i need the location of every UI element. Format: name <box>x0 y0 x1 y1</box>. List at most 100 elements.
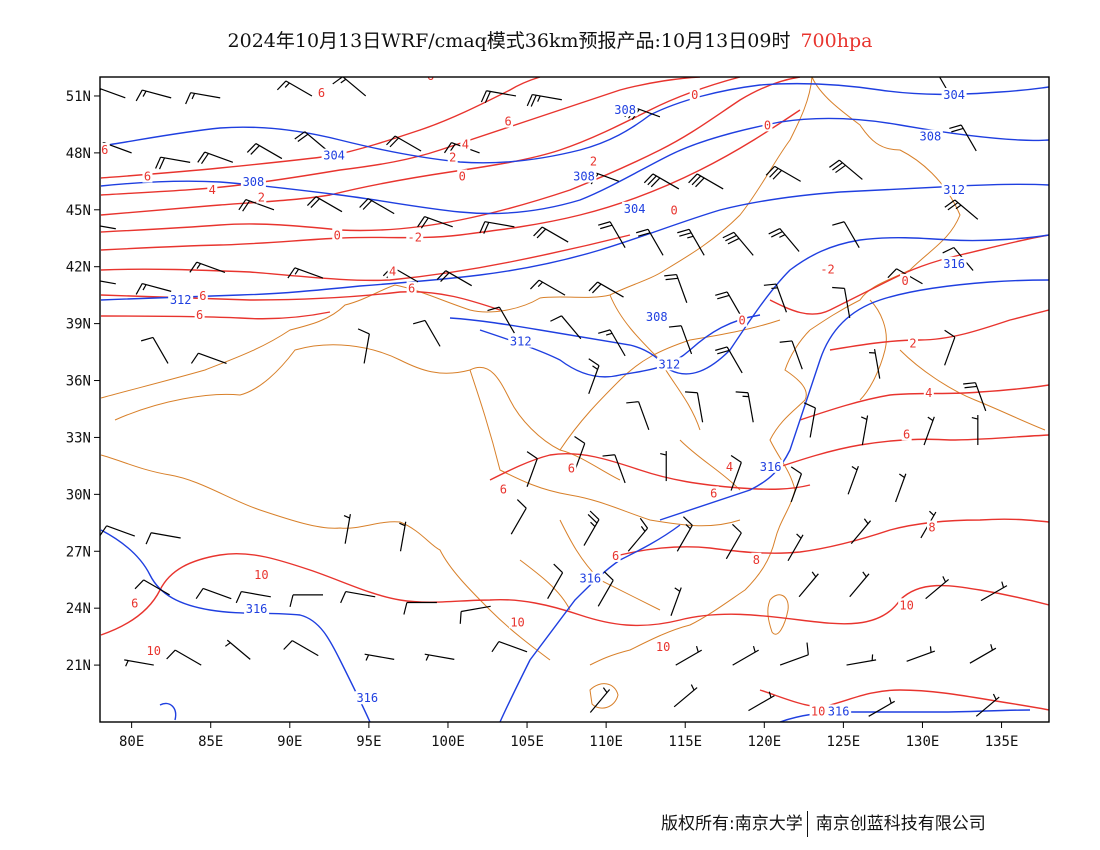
wind-barb <box>715 346 743 374</box>
temp-label-bg <box>669 203 680 217</box>
company-text: 南京创蓝科技有限公司 <box>815 814 986 834</box>
height-label-bg <box>244 602 270 616</box>
wind-barb <box>660 451 667 482</box>
wind-barbs <box>100 77 1008 717</box>
temp-contour-label: -2 <box>820 263 834 277</box>
y-tick-label: 48N <box>66 146 91 162</box>
height-contour-316-south <box>100 529 371 722</box>
wind-barb <box>145 532 181 545</box>
copyright-text: 版权所有:南京大学 <box>661 814 803 834</box>
temp-contour-label: 10 <box>254 568 268 582</box>
wind-barb <box>364 653 395 661</box>
hainan-outline <box>589 683 619 709</box>
wind-barb <box>598 329 626 357</box>
temp-contour-6-mid2 <box>100 311 331 320</box>
temp-contour-0-north <box>100 77 801 233</box>
temp-contour-label: 4 <box>389 264 396 278</box>
temp-label-bg <box>207 182 218 196</box>
temp-contour-label: 0 <box>764 118 771 132</box>
x-tick-label: 110E <box>589 734 623 750</box>
wind-barb <box>306 196 343 213</box>
wind-barb <box>768 228 800 252</box>
china-border <box>100 77 961 399</box>
wind-barb <box>100 525 136 537</box>
y-tick-label: 36N <box>66 374 91 390</box>
y-axis: 51N 48N 45N 42N 39N 36N 33N 30N 27N 24N 21N <box>66 89 100 674</box>
temp-contour-label: 2 <box>449 151 456 165</box>
temp-contour-0-east <box>769 234 1049 315</box>
height-contour-label: 308 <box>646 310 668 324</box>
height-contour-308-center <box>449 234 1049 375</box>
temp-contour-label: 0 <box>334 228 341 242</box>
temp-contour-10-south <box>100 552 1049 636</box>
temp-contour-label: 6 <box>144 170 151 184</box>
height-label-bg <box>354 691 380 705</box>
height-contour-label: 316 <box>760 460 782 474</box>
temp-contour-label: 0 <box>459 170 466 184</box>
temp-contour-label: 10 <box>147 644 161 658</box>
wind-barb <box>748 691 775 712</box>
temp-contour-label: 2 <box>590 154 597 168</box>
wind-barb <box>906 646 936 662</box>
wind-barb <box>847 465 859 495</box>
temp-contour-label: 6 <box>408 281 415 295</box>
wind-barb <box>479 221 515 234</box>
temp-label-bg <box>194 308 205 322</box>
height-contour-304 <box>100 82 1049 164</box>
wind-barb <box>969 644 997 664</box>
x-tick-label: 90E <box>277 734 302 750</box>
temp-label-bg <box>751 552 762 566</box>
wind-barb <box>238 198 275 212</box>
temp-contour-label: 4 <box>925 386 932 400</box>
wind-barb <box>357 328 370 364</box>
wind-barb <box>944 329 956 366</box>
temp-label-bg <box>100 142 110 156</box>
wind-barb <box>636 228 664 256</box>
wind-barb <box>849 571 870 598</box>
temp-contour-2-north <box>100 77 741 216</box>
temp-contour-label: 6 <box>504 115 511 129</box>
wind-barb <box>436 270 472 287</box>
wind-barb <box>135 283 172 295</box>
wind-barb <box>526 451 538 487</box>
x-tick-label: 120E <box>747 734 781 750</box>
wind-barb <box>850 518 872 545</box>
temp-contour-4-north <box>100 77 701 196</box>
temp-contour-8-south <box>619 518 1049 556</box>
temp-contour-label: 6 <box>427 69 434 83</box>
temp-contour-label: 6 <box>500 483 507 497</box>
wind-barb <box>715 291 743 319</box>
temp-label-bg <box>819 262 837 276</box>
temp-contour-label: 0 <box>901 274 908 288</box>
temp-contour-6-north <box>100 77 541 179</box>
y-tick-label: 27N <box>66 544 91 560</box>
temp-label-bg <box>406 281 417 295</box>
temp-contour-label: 10 <box>510 615 524 629</box>
temp-label-bg <box>926 520 937 534</box>
temp-label-bg <box>332 228 343 242</box>
footer: 版权所有:南京大学 南京创蓝科技有限公司 <box>661 809 986 837</box>
wind-barb <box>491 640 528 653</box>
title-text: 2024年10月13日WRF/cmaq模式36km预报产品:10月13日09时 <box>227 30 791 52</box>
temp-label-bg <box>406 230 424 244</box>
wind-barb <box>643 173 680 190</box>
temp-contour-label: 4 <box>462 137 469 151</box>
wind-barb <box>235 590 271 604</box>
height-contour-label: 304 <box>624 202 646 216</box>
wind-barb <box>287 267 324 279</box>
wind-barb <box>860 415 869 446</box>
temp-label-bg <box>907 336 918 350</box>
temp-contour-label: 6 <box>199 289 206 303</box>
wind-barb <box>668 325 693 355</box>
chart-title: 2024年10月13日WRF/cmaq模式36km预报产品:10月13日09时 7… <box>0 26 1100 53</box>
temp-label-bg <box>197 289 208 303</box>
height-label-bg <box>577 571 603 585</box>
wind-barb <box>190 352 227 365</box>
temp-contour-label: 6 <box>568 462 575 476</box>
temp-contour-label: 6 <box>131 596 138 610</box>
wind-barb <box>975 693 1000 717</box>
height-label-bg <box>941 182 967 196</box>
wind-barb <box>944 199 979 220</box>
wind-barb <box>598 221 626 249</box>
temp-contour-label: 6 <box>101 143 108 157</box>
